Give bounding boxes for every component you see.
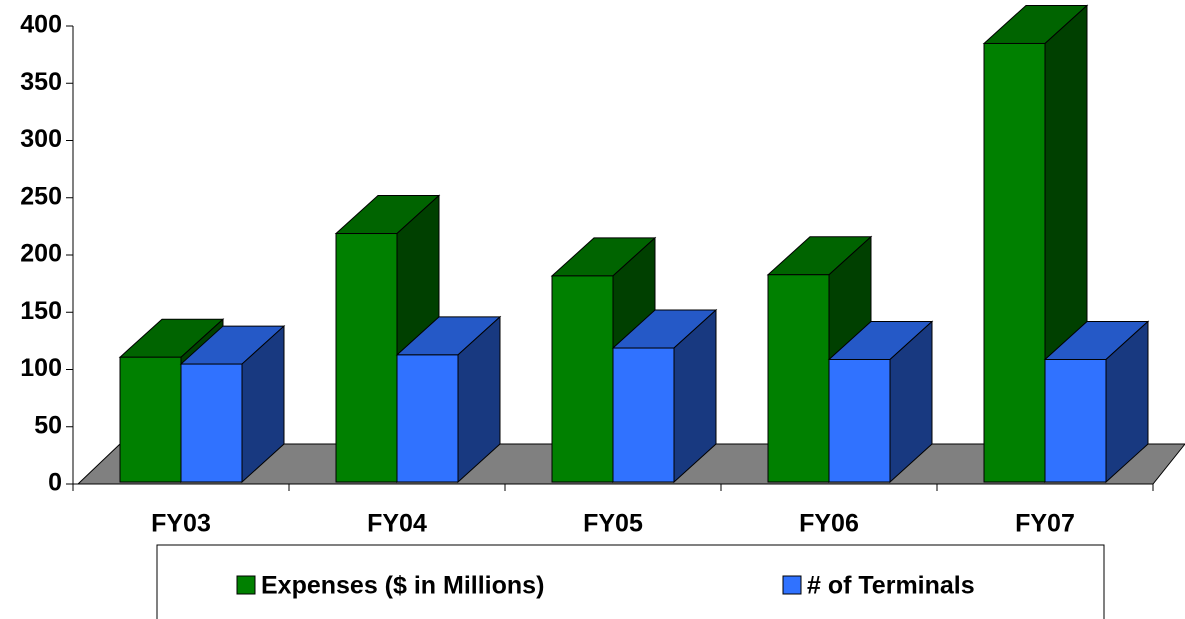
y-tick-label: 200 [20,240,62,268]
y-tick-label: 400 [20,11,62,39]
bar-front [612,347,675,483]
bar-front [551,275,614,483]
bar [611,308,718,484]
bar [395,315,502,484]
bar-front [396,354,459,483]
y-tick-label: 100 [20,354,62,382]
bar [1043,320,1150,484]
legend-label: # of Terminals [807,572,975,600]
legend [156,544,1105,619]
y-tick-label: 300 [20,125,62,153]
legend-swatch [782,575,802,595]
bar-front [335,233,398,483]
bar [827,320,934,484]
legend-label: Expenses ($ in Millions) [261,572,544,600]
y-tick-label: 0 [48,469,62,497]
bar-front [119,356,182,483]
x-tick-label: FY04 [367,510,427,538]
legend-swatch [236,575,256,595]
x-tick-label: FY03 [151,510,211,538]
y-tick-label: 250 [20,182,62,210]
x-tick-label: FY07 [1015,510,1075,538]
x-tick-label: FY05 [583,510,643,538]
bar-front [983,42,1046,483]
y-tick-label: 350 [20,68,62,96]
bar-front [828,358,891,483]
bar-front [767,274,830,483]
y-tick-label: 50 [34,411,62,439]
x-tick-label: FY06 [799,510,859,538]
bar-front [1044,358,1107,483]
bar-front [180,363,243,483]
bar [179,324,286,484]
y-tick-label: 150 [20,297,62,325]
